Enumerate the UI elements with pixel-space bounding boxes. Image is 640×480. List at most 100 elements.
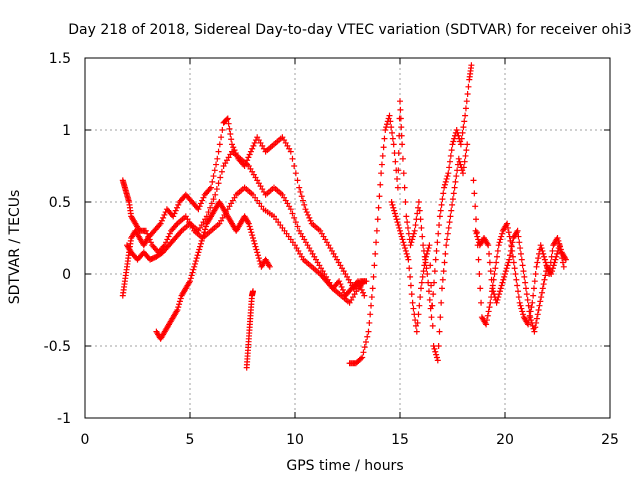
data-point [532,271,539,277]
data-point [373,227,380,234]
data-point [549,268,556,275]
data-point [419,273,426,280]
data-point [440,190,447,197]
data-point [410,233,417,240]
data-point [439,285,445,292]
data-point [210,173,217,180]
data-point [409,299,416,306]
data-point [460,164,467,171]
data-point [378,170,385,177]
data-point [216,141,223,148]
data-point [489,285,496,292]
data-point [530,285,537,292]
data-point [474,233,481,240]
data-point [215,148,222,155]
data-point [514,282,521,289]
data-point [551,259,558,266]
data-point [555,237,562,244]
data-point [442,250,449,257]
data-point [399,155,406,162]
data-point [195,206,202,213]
data-point [361,344,368,351]
data-point [287,206,294,213]
data-point [397,106,404,113]
data-point [163,239,170,246]
data-point [515,288,522,295]
data-point [446,219,453,226]
data-point [251,240,258,247]
data-point [296,184,303,191]
data-point [505,229,512,236]
data-point [422,256,429,263]
data-point [535,307,542,313]
data-point [500,276,507,283]
data-point [478,299,485,306]
data-point [515,233,522,240]
data-point [445,170,452,177]
data-point [307,217,314,224]
data-point [453,127,460,133]
y-tick-label: 0.5 [49,195,71,211]
y-tick-label: 0 [62,267,71,283]
data-point [190,266,197,273]
data-point [538,294,545,301]
data-point [420,242,427,249]
data-point [411,227,418,234]
x-tick-label: 25 [601,432,619,448]
data-point [537,298,544,305]
data-point [191,263,198,270]
data-point [549,265,556,272]
data-point [400,170,407,177]
data-point [453,173,460,180]
data-point [562,256,569,263]
data-point [198,237,205,244]
data-point [386,112,393,119]
data-point [550,262,557,269]
data-point [553,253,560,260]
data-point [531,328,538,335]
data-point [484,312,491,319]
data-point [498,282,505,289]
data-point [230,144,237,151]
data-point [425,245,432,252]
data-point [447,152,454,159]
data-point [406,265,413,272]
data-point [430,291,437,298]
data-point [440,268,447,275]
data-point [539,247,546,254]
data-point [548,271,555,277]
data-point [305,211,312,218]
data-point [533,319,540,326]
data-point [525,302,532,309]
data-point [508,243,515,250]
data-point [289,210,296,217]
data-point [415,311,422,318]
data-point [471,190,478,197]
data-point [251,139,258,146]
data-point [337,281,344,288]
data-point [431,345,438,352]
data-point [210,196,217,203]
data-point [250,142,257,149]
data-point [200,232,207,239]
data-point [397,227,403,234]
data-point [202,223,209,230]
data-point [205,209,212,216]
data-point [460,124,467,131]
data-point [495,294,502,301]
data-point [393,216,400,223]
y-axis-label: SDTVAR / TECUs [7,190,23,305]
data-point [165,233,172,240]
data-point [362,338,369,345]
data-point [444,236,451,243]
data-point [229,141,235,148]
data-point [472,227,479,234]
data-point [383,124,390,131]
data-point [224,115,231,122]
data-point [250,288,256,295]
data-point [494,247,501,254]
data-point [208,184,214,191]
data-point [391,210,398,217]
data-point [498,233,505,240]
data-point [397,98,403,105]
